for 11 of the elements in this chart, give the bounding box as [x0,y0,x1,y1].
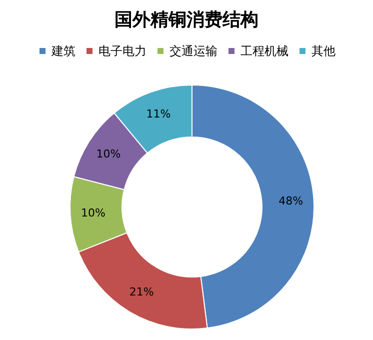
legend-label: 建筑 [50,44,76,58]
data-label: 10% [96,147,121,160]
chart-title: 国外精铜消费结构 [114,10,258,30]
data-label: 10% [80,206,106,220]
data-label: 11% [146,107,171,120]
legend-label: 交通运输 [170,44,218,58]
legend-label: 其他 [312,44,336,58]
data-label: 48% [278,194,304,208]
legend-label: 电子电力 [98,44,146,58]
data-label: 21% [129,286,154,299]
legend-label: 工程机械 [240,44,288,58]
